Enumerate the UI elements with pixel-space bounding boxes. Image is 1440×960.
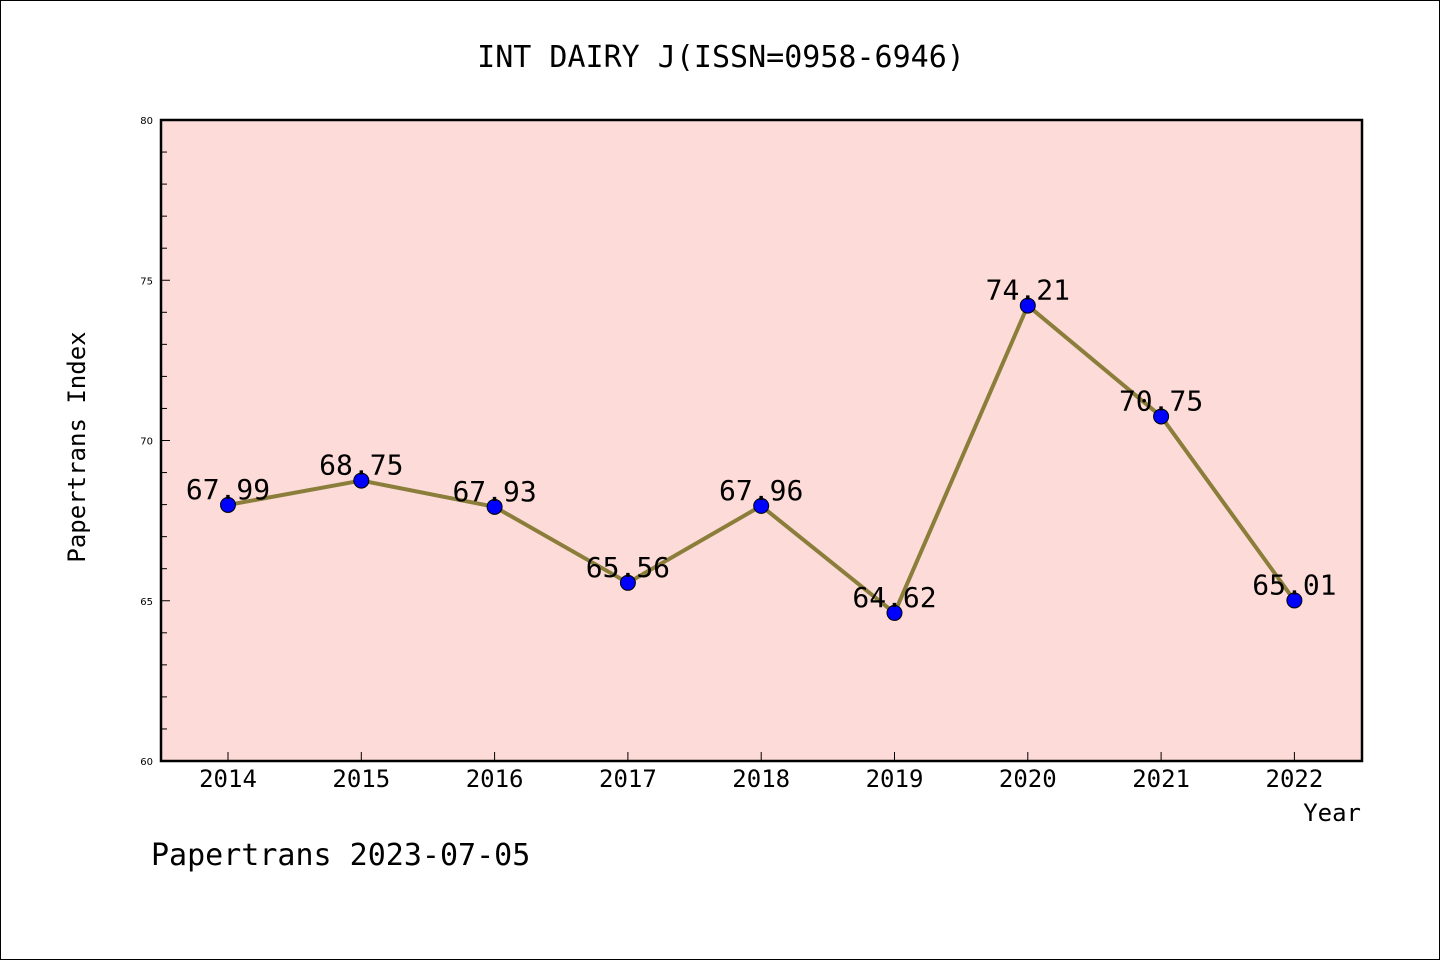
data-point [486,498,503,515]
data-point [353,472,370,489]
data-point [1019,297,1036,314]
x-axis-label: Year [1303,799,1361,827]
data-label: 65.56 [586,551,670,584]
data-point [1153,408,1170,425]
series-layer [220,297,1303,621]
footer-text: Papertrans 2023-07-05 [151,838,530,873]
x-tick-label: 2020 [999,765,1057,793]
data-point [1286,592,1303,609]
x-tick-label: 2022 [1266,765,1324,793]
data-label: 68.75 [319,449,403,482]
y-tick-label: 65 [140,597,153,608]
x-tick-label: 2016 [466,765,524,793]
y-axis-ticks: 60 65 70 75 80 [140,116,170,768]
data-label: 67.96 [719,474,803,507]
y-tick-label: 70 [140,437,153,448]
x-tick-label: 2017 [599,765,657,793]
data-point [619,574,636,591]
plot-area [159,118,1364,763]
data-label: 64.62 [852,581,936,614]
data-label: 74.21 [986,274,1070,307]
y-axis-label: Papertrans Index [63,331,91,562]
data-label: 67.93 [452,475,536,508]
x-tick-label: 2014 [199,765,257,793]
data-point [753,497,770,514]
x-tick-label: 2015 [332,765,390,793]
x-tick-label: 2019 [866,765,924,793]
chart-title: INT DAIRY J(ISSN=0958-6946) [477,40,965,75]
x-axis-ticks: 2014 2015 2016 2017 2018 2019 2020 2021 2022 [199,752,1323,793]
data-point [886,604,903,621]
y-tick-label: 60 [140,757,153,768]
x-tick-label: 2018 [732,765,790,793]
data-label: 65.01 [1252,568,1336,601]
data-label: 70.75 [1119,384,1203,417]
data-point [220,496,236,513]
y-tick-label: 75 [140,276,153,287]
data-label: 67.99 [186,473,270,506]
x-tick-label: 2021 [1132,765,1190,793]
data-label-layer: 67.99 68.75 67.93 65.56 67.96 64.62 74.21 70.75… [186,274,1337,614]
y-tick-label: 80 [140,116,153,127]
